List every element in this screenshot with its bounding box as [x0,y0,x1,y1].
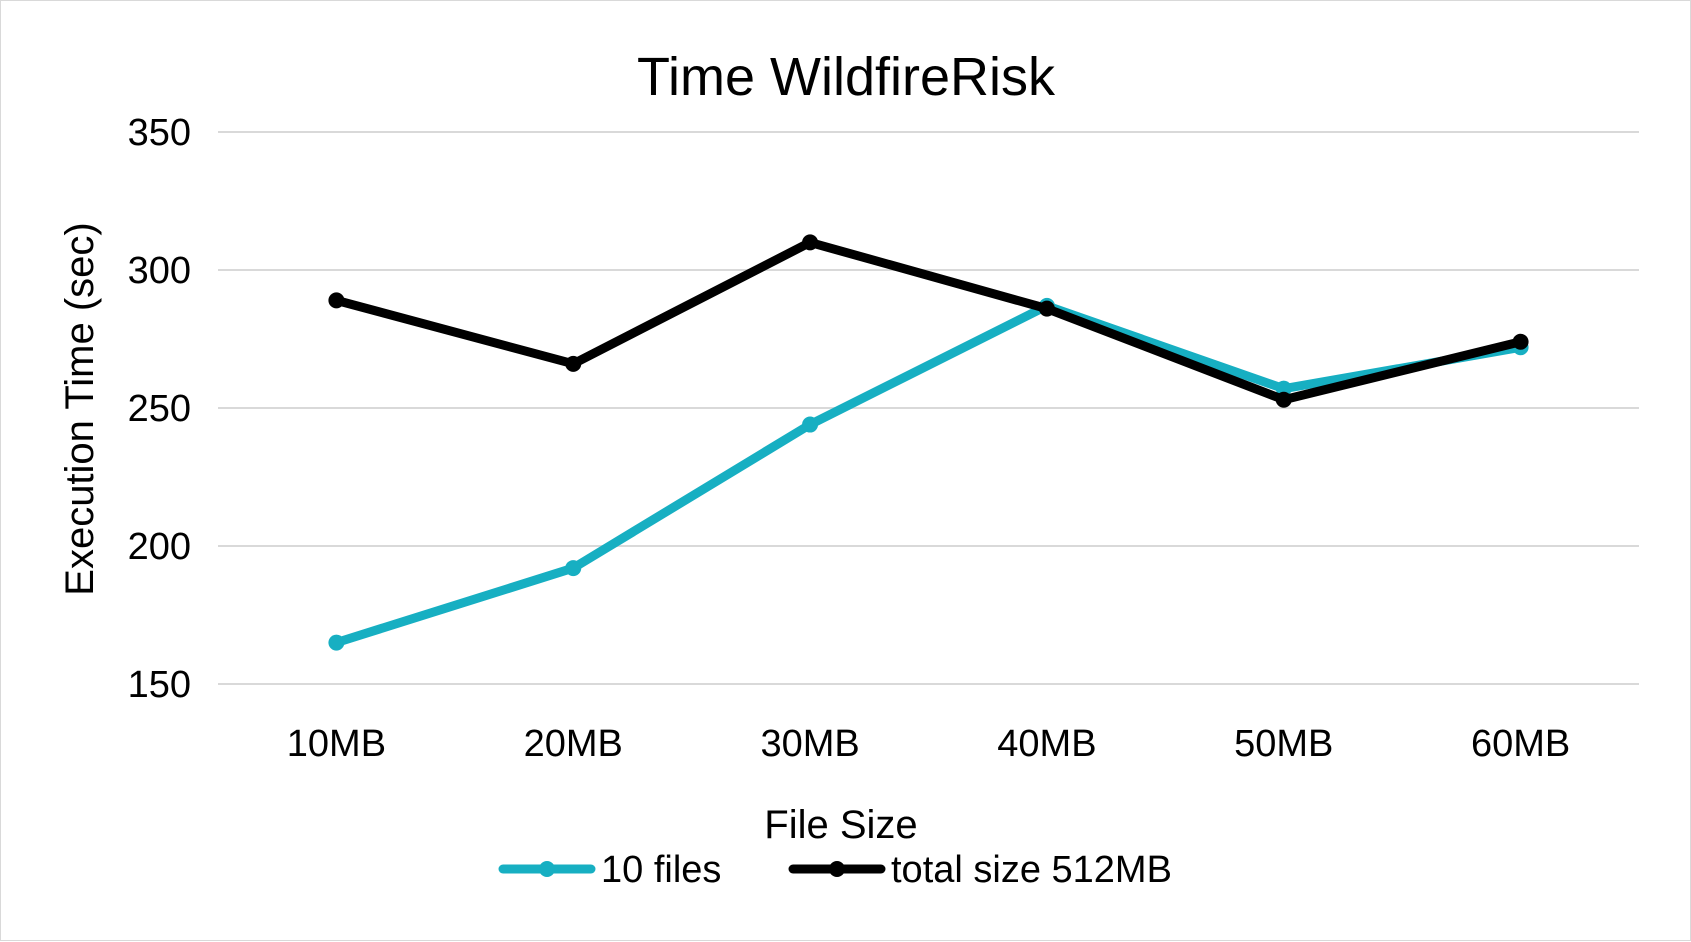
series-1 [328,234,1529,408]
series-line [331,301,1526,648]
data-point [802,416,819,433]
data-point [1512,333,1529,350]
legend-entry: 10 files [498,849,721,891]
data-point [1275,380,1292,397]
y-tick-label: 350 [128,112,191,154]
data-point [1275,391,1292,408]
legend-label: total size 512MB [891,849,1172,891]
legend-entry: total size 512MB [788,849,1172,891]
chart-title: Time WildfireRisk [637,47,1056,107]
gridlines [218,131,1639,685]
x-tick-label: 50MB [1234,723,1333,765]
legend-label: 10 files [601,849,721,891]
series-line [331,237,1526,405]
legend: 10 files total size 512MB [498,849,1172,891]
x-tick-label: 20MB [524,723,623,765]
y-axis-title: Execution Time (sec) [58,222,102,595]
legend-swatch-marker [539,861,555,877]
data-point [328,634,345,651]
legend-swatch-marker [829,861,845,877]
y-tick-label: 200 [128,526,191,568]
x-tick-label: 30MB [760,723,859,765]
y-axis-tick-labels: 150 200 250 300 350 [128,112,191,706]
x-axis-title: File Size [764,803,917,847]
y-tick-label: 300 [128,250,191,292]
data-point [328,292,345,309]
data-point [565,560,582,577]
y-tick-label: 250 [128,388,191,430]
data-series [328,234,1529,651]
data-point [565,355,582,372]
x-axis-tick-labels: 10MB 20MB 30MB 40MB 50MB 60MB [287,723,1570,765]
y-tick-label: 150 [128,664,191,706]
data-point [1038,300,1055,317]
x-tick-label: 40MB [997,723,1096,765]
x-tick-label: 60MB [1471,723,1570,765]
x-tick-label: 10MB [287,723,386,765]
data-point [802,234,819,251]
